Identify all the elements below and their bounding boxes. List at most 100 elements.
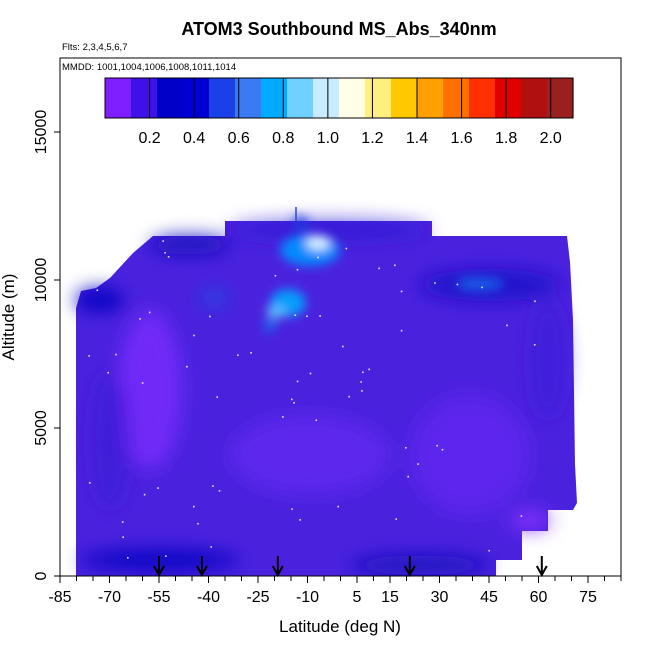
colorbar-segment (313, 78, 340, 118)
colorbar-segment (391, 78, 418, 118)
measurement-point (506, 324, 508, 327)
measurement-point (148, 311, 151, 314)
measurement-point (368, 368, 370, 371)
colorbar-segment (131, 78, 158, 118)
profile-markers (153, 556, 548, 578)
measurement-point (434, 282, 436, 284)
y-tick-label: 0 (33, 571, 50, 580)
measurement-point (186, 365, 188, 368)
measurement-point (315, 419, 318, 422)
measurement-point (250, 352, 252, 354)
measurement-point (361, 390, 363, 392)
x-tick-label: -25 (246, 589, 269, 606)
measurement-point (299, 519, 301, 521)
y-tick-label: 15000 (33, 110, 50, 155)
measurement-point (395, 518, 397, 520)
measurement-point (456, 283, 459, 286)
x-tick-label: 60 (530, 589, 548, 606)
y-axis-label: Altitude (m) (0, 274, 18, 361)
colorbar-tick-label: 1.2 (361, 130, 383, 147)
measurement-point (345, 247, 348, 250)
measurement-point (309, 372, 312, 375)
colorbar-segment (209, 78, 236, 118)
colorbar-segment (443, 78, 470, 118)
measurement-point (405, 447, 407, 449)
colorbar-segment (157, 78, 184, 118)
measurement-point (115, 353, 117, 356)
measurement-point (436, 444, 438, 447)
measurement-point (306, 315, 308, 318)
measurement-points (88, 240, 536, 559)
measurement-point (193, 505, 195, 508)
x-tick-label: 30 (431, 589, 449, 606)
measurement-point (362, 371, 364, 374)
profile-marker-arrow (196, 565, 208, 578)
measurement-point (520, 515, 523, 517)
measurement-point (237, 354, 239, 356)
colorbar-tick-label: 1.0 (317, 130, 339, 147)
measurement-point (533, 344, 536, 346)
measurement-point (212, 485, 214, 487)
enhancement-plumes (263, 216, 504, 331)
measurement-point (360, 381, 362, 383)
colorbar-segment (417, 78, 444, 118)
y-tick-label: 5000 (33, 410, 50, 446)
measurement-point (162, 240, 164, 242)
colorbar-segment (235, 78, 262, 118)
measurement-point (218, 490, 221, 492)
dates-label: MMDD: 1001,1004,1006,1008,1011,1014 (62, 62, 236, 73)
colorbar-segment (521, 78, 548, 118)
measurement-point (534, 300, 536, 303)
measurement-point (89, 482, 91, 484)
measurement-point (216, 396, 218, 398)
x-axis: -85 -70 -55 -40 -25 -10 5 15 30 45 60 75 (48, 576, 622, 606)
colorbar-tick-label: 1.6 (450, 130, 472, 147)
profile-marker-arrow (271, 565, 284, 578)
measurement-point (193, 334, 195, 337)
measurement-point (378, 267, 380, 270)
measurement-point (481, 286, 483, 289)
measurement-point (121, 521, 124, 523)
x-tick-label: -85 (48, 589, 71, 606)
measurement-point (526, 550, 528, 552)
measurement-point (88, 355, 90, 357)
measurement-point (282, 416, 284, 418)
colorbar-tick-label: 0.2 (138, 130, 160, 147)
measurement-point (291, 398, 293, 401)
measurement-point (488, 549, 490, 552)
measurement-point (394, 264, 396, 267)
measurement-point (317, 256, 319, 259)
colorbar-segment (469, 78, 496, 118)
measurement-point (348, 395, 350, 398)
x-tick-label: 15 (381, 589, 399, 606)
colorbar-tick-label: 0.6 (228, 130, 250, 147)
measurement-point (122, 536, 124, 538)
measurement-point (291, 508, 293, 510)
colorbar-frame (104, 77, 574, 119)
measurement-point (209, 315, 211, 318)
measurement-point (337, 505, 339, 508)
x-tick-label: -55 (147, 589, 170, 606)
measurement-point (127, 557, 129, 559)
colorbar-segment (105, 78, 132, 118)
x-tick-label: 45 (480, 589, 498, 606)
measurement-point (293, 402, 295, 404)
measurement-point (296, 380, 299, 383)
measurement-point (319, 315, 321, 317)
heatmap-field (75, 207, 577, 576)
x-tick-label: -40 (197, 589, 220, 606)
measurement-point (400, 290, 403, 293)
measurement-point (274, 274, 277, 277)
colorbar-tick-label: 0.8 (272, 130, 294, 147)
measurement-point (143, 493, 146, 496)
x-tick-label: 75 (579, 589, 597, 606)
profile-marker-arrow (535, 565, 548, 578)
measurement-point (417, 463, 419, 465)
measurement-point (165, 555, 167, 557)
colorbar-tick-label: 2.0 (540, 130, 562, 147)
colorbar-tick-label: 1.8 (495, 130, 517, 147)
colorbar-segment (339, 78, 366, 118)
measurement-point (157, 487, 159, 489)
profile-marker-arrow (153, 565, 165, 578)
